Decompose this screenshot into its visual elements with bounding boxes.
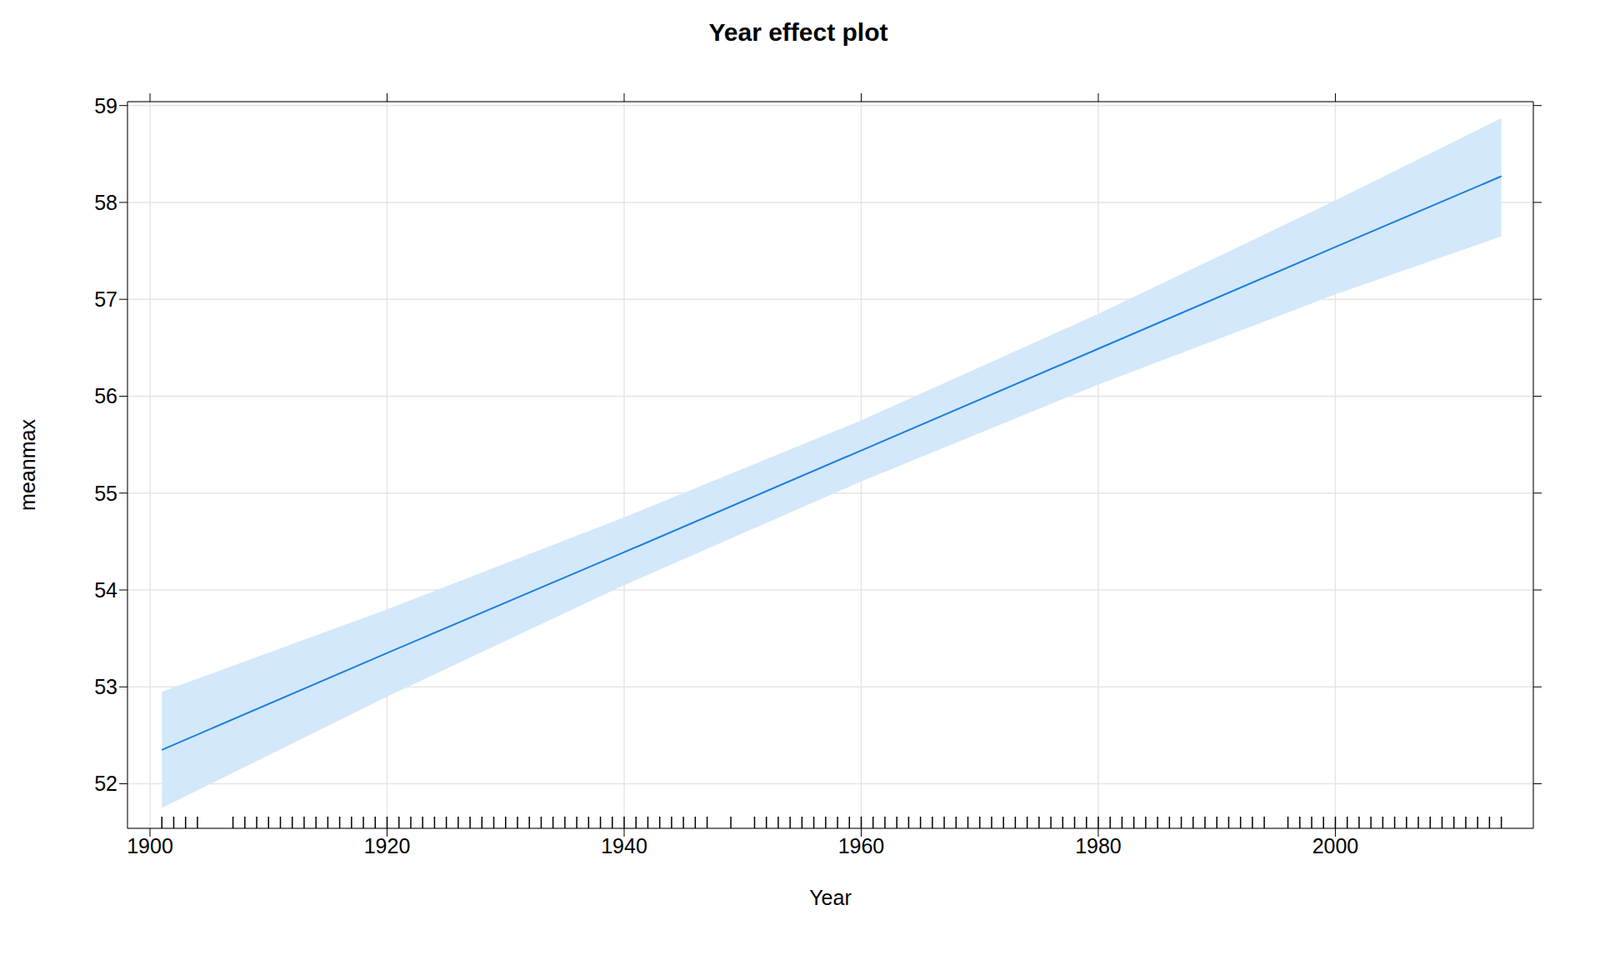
svg-text:2000: 2000	[1312, 834, 1360, 858]
svg-text:1960: 1960	[838, 834, 885, 858]
svg-text:52: 52	[94, 771, 118, 795]
svg-text:meanmax: meanmax	[15, 419, 40, 511]
svg-text:56: 56	[94, 384, 118, 408]
svg-text:1920: 1920	[364, 834, 411, 858]
svg-text:53: 53	[94, 675, 118, 699]
svg-text:1940: 1940	[600, 834, 648, 858]
svg-text:1980: 1980	[1075, 834, 1122, 858]
svg-text:1900: 1900	[126, 834, 174, 858]
svg-text:55: 55	[94, 481, 118, 505]
svg-text:58: 58	[94, 190, 118, 215]
svg-text:Year: Year	[809, 885, 852, 910]
svg-text:59: 59	[94, 94, 118, 118]
svg-text:54: 54	[94, 578, 118, 602]
html-text:Year effect plot: Year effect plot	[708, 18, 888, 46]
svg-text:57: 57	[94, 287, 118, 311]
